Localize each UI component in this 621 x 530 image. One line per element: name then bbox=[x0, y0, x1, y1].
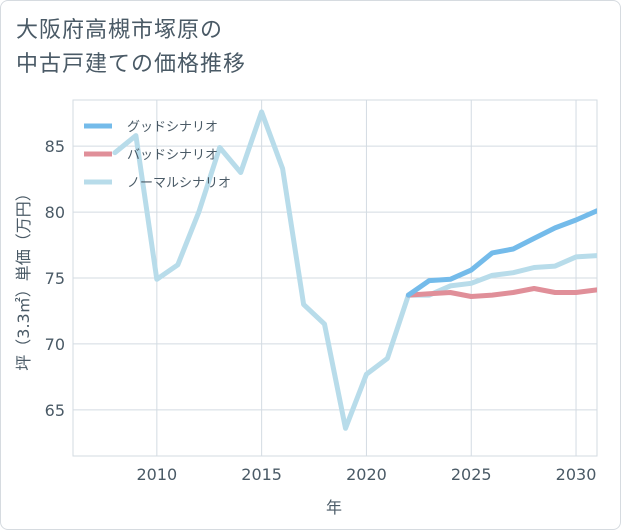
x-tick-label: 2010 bbox=[136, 465, 177, 484]
y-tick-label: 75 bbox=[45, 269, 65, 288]
y-tick-label: 70 bbox=[45, 335, 65, 354]
x-axis-label: 年 bbox=[326, 498, 342, 517]
series-line-2 bbox=[112, 109, 597, 431]
chart-title-line-2: 中古戸建ての価格推移 bbox=[16, 52, 247, 77]
x-tick-label: 2020 bbox=[346, 465, 387, 484]
axes: 2010 2015 2020 2025 2030 65 70 75 80 85 年 坪（3.3㎡）単価… bbox=[14, 137, 596, 517]
y-tick-label: 65 bbox=[45, 401, 65, 420]
grid bbox=[72, 99, 598, 457]
legend-label-1: バッドシナリオ bbox=[127, 148, 218, 163]
chart-title: 大阪府高槻市塚原の 中古戸建ての価格推移 bbox=[16, 14, 246, 82]
y-tick-label: 80 bbox=[45, 203, 65, 222]
x-tick-label: 2025 bbox=[451, 465, 492, 484]
legend-label-2: ノーマルシナリオ bbox=[127, 176, 231, 191]
y-tick-label: 85 bbox=[45, 137, 65, 156]
y-axis-label: 坪（3.3㎡）単価（万円） bbox=[14, 185, 33, 370]
series-line-1 bbox=[405, 286, 597, 299]
series-layer bbox=[112, 109, 597, 431]
x-tick-label: 2015 bbox=[241, 465, 282, 484]
legend-label-0: グッドシナリオ bbox=[127, 120, 218, 135]
x-tick-label: 2030 bbox=[556, 465, 597, 484]
series-line-0 bbox=[405, 208, 597, 298]
chart-title-line-1: 大阪府高槻市塚原の bbox=[16, 18, 224, 43]
